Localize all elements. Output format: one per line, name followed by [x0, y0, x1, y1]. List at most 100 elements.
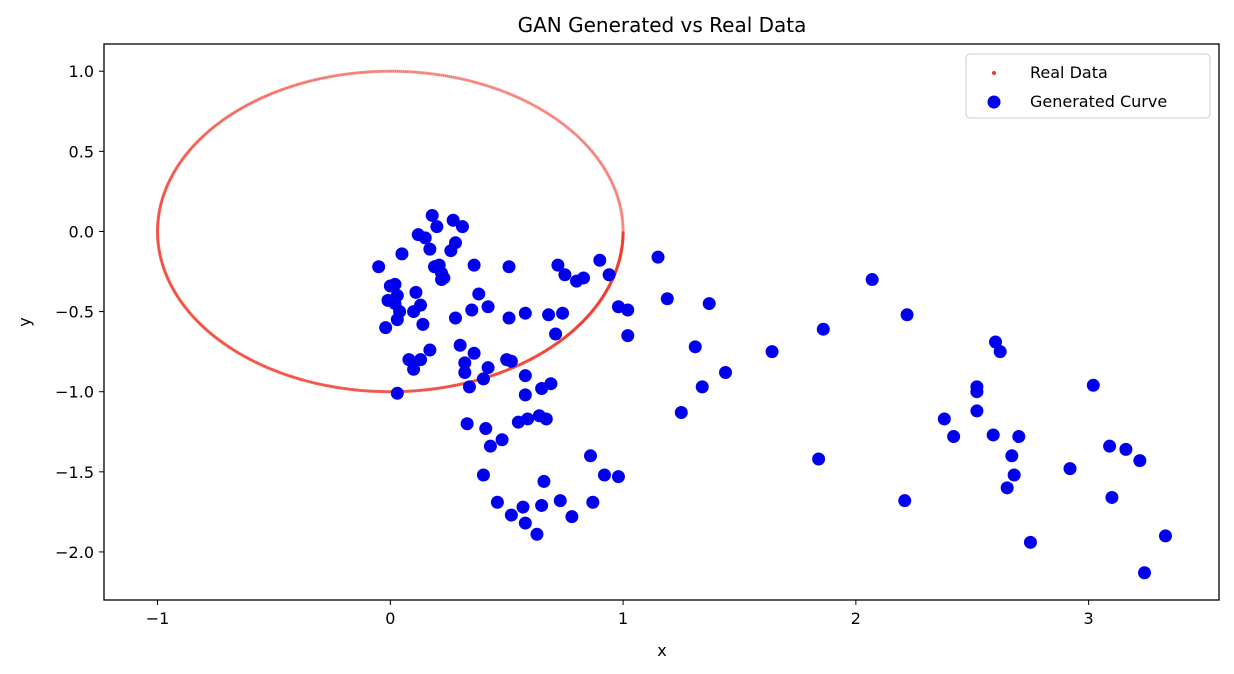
real-data-point: [498, 88, 502, 92]
generated-point: [674, 406, 688, 420]
real-data-point: [582, 141, 587, 145]
real-data-point: [423, 71, 427, 75]
generated-point: [390, 386, 404, 400]
generated-point: [577, 271, 591, 285]
real-data-point: [620, 218, 625, 222]
generated-point: [719, 365, 733, 379]
generated-point: [502, 260, 516, 274]
real-data-point: [618, 203, 622, 207]
generated-point: [1005, 449, 1019, 463]
real-data-point: [499, 89, 503, 93]
real-data-point: [522, 98, 526, 102]
generated-point: [553, 494, 567, 508]
real-data-point: [441, 73, 445, 77]
generated-point: [537, 474, 551, 488]
real-data-point: [607, 175, 611, 179]
real-data-point: [535, 105, 539, 109]
real-data-point: [567, 126, 571, 131]
generated-point: [414, 298, 428, 312]
real-data-point: [454, 76, 459, 80]
generated-point: [430, 220, 444, 234]
real-data-point: [558, 120, 563, 124]
real-data-point: [577, 135, 581, 139]
real-data-point: [610, 180, 614, 184]
real-data-point: [604, 169, 608, 174]
generated-point: [476, 372, 490, 386]
generated-curve-series: [372, 208, 1172, 580]
real-data-point: [448, 75, 453, 79]
real-data-point: [615, 195, 620, 199]
generated-point: [586, 495, 600, 509]
real-data-point: [538, 107, 542, 111]
real-data-point: [618, 204, 622, 208]
real-data-point: [443, 74, 447, 78]
real-data-point: [382, 69, 386, 73]
real-data-point: [606, 173, 610, 177]
generated-point: [812, 452, 826, 466]
real-data-point: [462, 77, 466, 82]
real-data-point: [588, 147, 592, 151]
real-data-point: [621, 227, 625, 231]
generated-point: [502, 311, 516, 325]
generated-point: [1158, 529, 1172, 543]
y-axis-label: y: [15, 317, 34, 326]
real-data-point: [592, 152, 596, 156]
generated-point: [660, 292, 674, 306]
real-data-point: [487, 84, 491, 88]
generated-point: [479, 422, 493, 436]
real-data-point: [429, 72, 433, 76]
real-data-point: [550, 114, 554, 118]
x-tick-label: 2: [851, 609, 861, 628]
generated-point: [1012, 430, 1026, 444]
generated-point: [490, 495, 504, 509]
real-data-point: [515, 95, 519, 99]
real-data-point: [599, 162, 603, 166]
real-data-point: [513, 94, 517, 98]
generated-point: [416, 317, 430, 331]
real-data-point: [615, 193, 619, 198]
chart-title: GAN Generated vs Real Data: [518, 13, 807, 37]
real-data-point: [468, 79, 472, 83]
real-data-point: [439, 73, 443, 77]
real-data-point: [551, 115, 556, 119]
real-data-point: [568, 127, 572, 132]
y-tick-label: −2.0: [55, 543, 94, 562]
real-data-point: [501, 89, 505, 93]
real-data-point: [396, 69, 401, 73]
generated-point: [1105, 490, 1119, 504]
real-data-point: [456, 76, 460, 80]
y-tick-label: −1.5: [55, 463, 94, 482]
real-data-point: [474, 80, 478, 84]
generated-point: [472, 287, 486, 301]
real-data-point: [591, 150, 595, 155]
real-data-point: [618, 206, 623, 210]
real-data-point: [616, 197, 621, 202]
real-data-point: [376, 69, 380, 74]
generated-point: [379, 321, 393, 335]
generated-point: [518, 516, 532, 530]
generated-point: [565, 510, 579, 524]
real-data-point: [620, 211, 624, 215]
real-data-point: [544, 110, 548, 114]
generated-point: [900, 308, 914, 322]
real-data-point: [458, 77, 462, 81]
real-data-point: [561, 122, 565, 126]
x-axis-label: x: [657, 641, 666, 660]
real-data-point: [569, 129, 573, 133]
generated-point: [549, 327, 563, 341]
generated-point: [518, 306, 532, 320]
generated-point: [989, 335, 1003, 349]
real-data-point: [435, 72, 439, 77]
plot-area-frame: [103, 43, 1220, 601]
real-data-point: [621, 231, 625, 235]
legend: Real Data Generated Curve: [965, 53, 1211, 119]
generated-point: [414, 353, 428, 367]
generated-point: [611, 470, 625, 484]
real-data-point: [589, 148, 593, 152]
real-data-point: [532, 103, 536, 107]
real-data-point: [613, 188, 617, 192]
generated-point: [453, 338, 467, 352]
real-data-point: [525, 100, 529, 104]
real-data-point: [619, 210, 623, 214]
real-data-point: [545, 111, 550, 115]
